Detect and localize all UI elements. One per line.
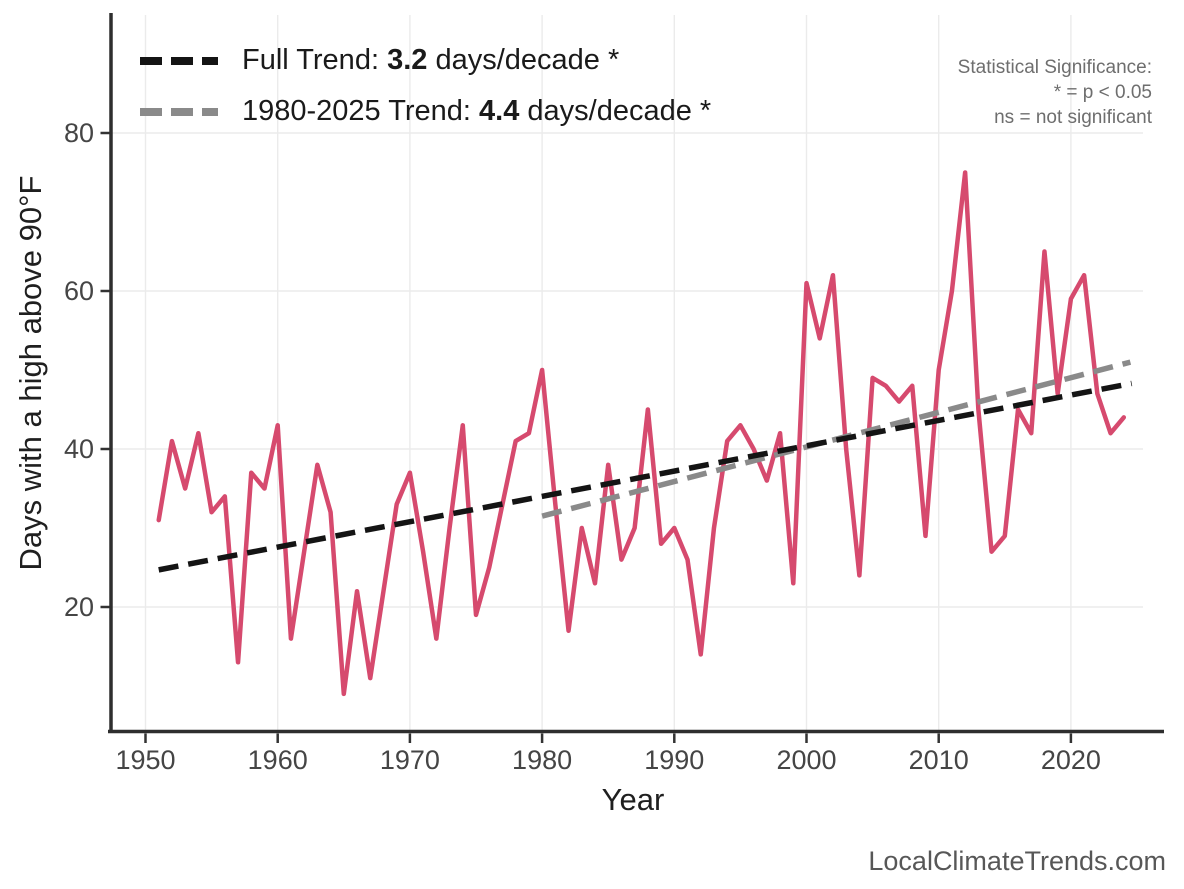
x-tick-label: 2000 bbox=[776, 745, 836, 775]
x-tick-label: 2020 bbox=[1041, 745, 1101, 775]
y-tick-label: 40 bbox=[64, 434, 94, 464]
significance-note-star: * = p < 0.05 bbox=[1053, 82, 1152, 103]
trend-line bbox=[158, 380, 1133, 573]
y-tick-label: 20 bbox=[64, 592, 94, 622]
x-tick-label: 1970 bbox=[380, 745, 440, 775]
watermark-text: LocalClimateTrends.com bbox=[868, 846, 1166, 876]
full-trend-label: Full Trend: 3.2 days/decade * bbox=[242, 44, 619, 77]
recent-trend-label-suffix: days/decade * bbox=[519, 95, 712, 127]
y-tick-label: 80 bbox=[64, 118, 94, 148]
significance-note-ns: ns = not significant bbox=[994, 107, 1152, 128]
recent-trend-label: 1980-2025 Trend: 4.4 days/decade * bbox=[242, 95, 711, 128]
x-tick-label: 1980 bbox=[512, 745, 572, 775]
x-tick-label: 1960 bbox=[248, 745, 308, 775]
recent-trend-dash-swatch bbox=[140, 107, 218, 116]
x-axis-title: Year bbox=[601, 782, 665, 817]
x-tick-label: 1950 bbox=[115, 745, 175, 775]
recent-trend-value: 4.4 bbox=[479, 95, 520, 127]
x-tick-label: 1990 bbox=[644, 745, 704, 775]
annual-days-line bbox=[156, 170, 1127, 697]
full-trend-value: 3.2 bbox=[387, 44, 428, 76]
full-trend-label-prefix: Full Trend: bbox=[242, 44, 388, 76]
full-trend-label-suffix: days/decade * bbox=[427, 44, 620, 76]
legend-entry-full-trend: Full Trend: 3.2 days/decade * bbox=[138, 44, 619, 77]
recent-trend-label-prefix: 1980-2025 Trend: bbox=[242, 95, 480, 127]
legend-entry-recent-trend: 1980-2025 Trend: 4.4 days/decade * bbox=[138, 95, 711, 128]
y-axis-title: Days with a high above 90°F bbox=[13, 175, 48, 571]
full-trend-dash-swatch bbox=[140, 56, 218, 65]
significance-note-title: Statistical Significance: bbox=[957, 57, 1152, 78]
significance-note: Statistical Significance: * = p < 0.05 n… bbox=[958, 55, 1152, 130]
y-tick-label: 60 bbox=[64, 276, 94, 306]
x-tick-label: 2010 bbox=[909, 745, 969, 775]
